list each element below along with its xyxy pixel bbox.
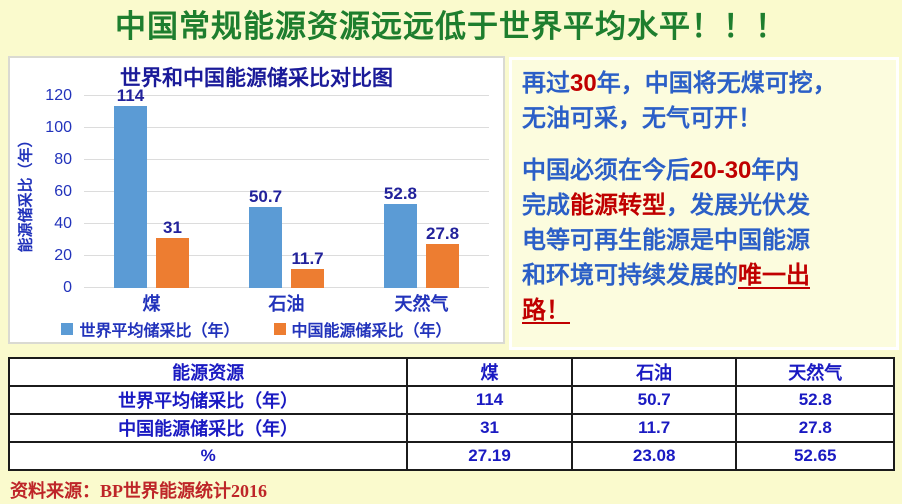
text-segment: 能源转型 bbox=[570, 193, 666, 219]
bar-with-label: 11.7 bbox=[291, 249, 325, 288]
table-row: 世界平均储采比（年） 114 50.7 52.8 bbox=[7, 385, 895, 415]
legend-label: 世界平均储采比（年） bbox=[79, 323, 240, 340]
bar bbox=[249, 206, 282, 288]
y-tick-label: 40 bbox=[54, 215, 72, 232]
text-segment: 中国必须在今后 bbox=[522, 158, 690, 184]
bar-value-label: 114 bbox=[116, 85, 145, 105]
bar bbox=[114, 105, 147, 288]
legend-swatch bbox=[61, 323, 74, 335]
bar-with-label: 114 bbox=[114, 86, 147, 288]
y-axis-title: 能源储采比（年） bbox=[18, 131, 35, 253]
table-cell: 52.65 bbox=[735, 441, 895, 471]
bar-value-label: 52.8 bbox=[383, 183, 417, 203]
x-axis-category-labels: 煤 石油 天然气 bbox=[84, 290, 489, 316]
data-table: 能源资源 煤 石油 天然气 世界平均储采比（年） 114 50.7 52.8 中… bbox=[7, 357, 895, 471]
table-cell: 世界平均储采比（年） bbox=[7, 385, 409, 415]
bar-with-label: 27.8 bbox=[426, 224, 459, 288]
gridline bbox=[84, 159, 489, 160]
bar-value-label: 11.7 bbox=[291, 249, 324, 269]
gridline bbox=[84, 223, 489, 224]
legend-item: 中国能源储采比（年） bbox=[273, 317, 452, 341]
category-label: 天然气 bbox=[394, 294, 449, 314]
text-segment: 唯一出 路！ bbox=[522, 263, 810, 324]
commentary-panel: 再过30年，中国将无煤可挖， 无油可采，无气可开！ 中国必须在今后20-30年内… bbox=[509, 57, 899, 350]
text-segment: 年，中国将无煤可挖， 无油可采，无气可开！ bbox=[522, 71, 837, 132]
table-header-cell: 能源资源 bbox=[7, 357, 409, 387]
bar-value-label: 50.7 bbox=[248, 186, 283, 206]
bar-group: 114 31 bbox=[84, 86, 219, 288]
text-segment: 再过 bbox=[522, 71, 570, 97]
table-row: 中国能源储采比（年） 31 11.7 27.8 bbox=[7, 413, 895, 443]
table-header-cell: 天然气 bbox=[735, 357, 895, 387]
bar-value-label: 27.8 bbox=[426, 223, 460, 243]
gridline bbox=[84, 287, 489, 288]
chart-legend: 世界平均储采比（年） 中国能源储采比（年） bbox=[10, 316, 503, 342]
slide-title: 中国常规能源资源远远低于世界平均水平！！！ bbox=[115, 9, 787, 44]
gridline bbox=[84, 255, 489, 256]
table-cell: 114 bbox=[406, 385, 573, 415]
bar-groups: 114 31 50.7 11.7 52.8 27.8 bbox=[84, 86, 489, 288]
table-cell: 50.7 bbox=[570, 385, 738, 415]
legend-label: 中国能源储采比（年） bbox=[291, 323, 452, 340]
bar-group: 52.8 27.8 bbox=[354, 184, 489, 288]
table-row: % 27.19 23.08 52.65 bbox=[7, 441, 895, 471]
category-label: 煤 bbox=[142, 294, 161, 314]
table-cell: 31 bbox=[406, 413, 573, 443]
table-cell: 27.19 bbox=[406, 441, 573, 471]
table-header-cell: 煤 bbox=[406, 357, 573, 387]
y-tick-label: 20 bbox=[54, 247, 72, 264]
chart-title: 世界和中国能源储采比对比图 bbox=[120, 66, 393, 90]
y-tick-label: 0 bbox=[63, 279, 72, 296]
gridline bbox=[84, 95, 489, 96]
bar-value-label: 31 bbox=[163, 218, 182, 238]
text-segment: 年内 完成 bbox=[522, 158, 800, 219]
table-header-cell: 石油 bbox=[570, 357, 738, 387]
bar bbox=[156, 238, 189, 288]
text-segment: ，发展光伏发 电等可再生能源是中国能源 和环境可持续发展的 bbox=[522, 193, 810, 289]
commentary-paragraph-1: 再过30年，中国将无煤可挖， 无油可采，无气可开！ bbox=[522, 66, 892, 137]
y-axis-title-wrap: 能源储采比（年） bbox=[12, 96, 38, 288]
table-cell: 27.8 bbox=[735, 413, 895, 443]
category-label: 石油 bbox=[268, 294, 305, 314]
bar bbox=[383, 203, 417, 288]
table-cell: 52.8 bbox=[735, 385, 895, 415]
bar-with-label: 31 bbox=[156, 218, 189, 288]
y-tick-label: 120 bbox=[45, 87, 72, 104]
table-header-row: 能源资源 煤 石油 天然气 bbox=[7, 357, 895, 387]
table-cell: 23.08 bbox=[570, 441, 738, 471]
y-tick-label: 60 bbox=[54, 183, 72, 200]
commentary-paragraph-2: 中国必须在今后20-30年内 完成能源转型，发展光伏发 电等可再生能源是中国能源… bbox=[522, 153, 892, 329]
text-segment: 30 bbox=[570, 70, 597, 97]
bar-group: 50.7 11.7 bbox=[219, 187, 354, 288]
bar-chart: 世界和中国能源储采比对比图 能源储采比（年） 0 20 40 60 80 100 120 1… bbox=[8, 56, 505, 344]
plot-area: 114 31 50.7 11.7 52.8 27.8 bbox=[84, 86, 489, 288]
source-note: 资料来源：BP世界能源统计2016 bbox=[10, 481, 267, 501]
bar-with-label: 52.8 bbox=[384, 184, 417, 288]
y-tick-label: 80 bbox=[54, 151, 72, 168]
bar-with-label: 50.7 bbox=[249, 187, 282, 288]
bar bbox=[426, 243, 460, 288]
table-cell: 11.7 bbox=[570, 413, 738, 443]
text-segment: 20-30 bbox=[690, 157, 752, 184]
legend-item: 世界平均储采比（年） bbox=[61, 317, 240, 341]
y-axis-ticks: 0 20 40 60 80 100 120 bbox=[38, 87, 76, 296]
legend-swatch bbox=[273, 323, 286, 335]
table-cell: 中国能源储采比（年） bbox=[7, 413, 409, 443]
bar bbox=[291, 269, 325, 288]
gridline bbox=[84, 127, 489, 128]
gridline bbox=[84, 191, 489, 192]
y-tick-label: 100 bbox=[45, 119, 72, 136]
table-cell: % bbox=[7, 441, 409, 471]
